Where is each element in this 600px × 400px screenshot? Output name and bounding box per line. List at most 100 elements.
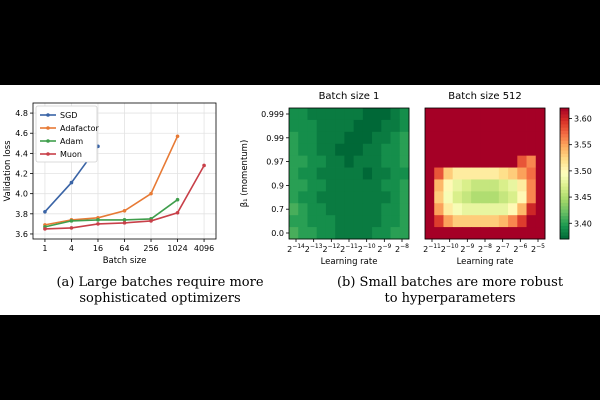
- heatmap-cell: [344, 203, 355, 216]
- heatmap-cell: [526, 143, 537, 157]
- heatmap-cell: [443, 108, 454, 121]
- heatmap-cell: [535, 167, 546, 180]
- heatmap-cell: [362, 167, 373, 180]
- heatmap-cell: [508, 191, 518, 204]
- heatmap-cell: [443, 155, 454, 168]
- legend-label-sgd: SGD: [60, 111, 77, 120]
- series-line-adam: [44, 199, 178, 228]
- colorbar-segment: [560, 117, 569, 122]
- heatmap-cell: [362, 215, 373, 228]
- heatmap-cell: [452, 108, 463, 121]
- heatmap-cell: [517, 143, 527, 157]
- heatmap-cell: [399, 131, 410, 145]
- series-point-muon: [43, 227, 47, 231]
- heatmap-cell: [390, 119, 401, 133]
- heatmap-cell: [372, 215, 382, 228]
- heatmap-cell: [298, 143, 308, 157]
- heatmap-cell: [452, 179, 463, 192]
- heatmap-cell: [325, 167, 336, 180]
- heatmap-cell: [425, 119, 435, 133]
- heatmap-cell: [508, 155, 518, 168]
- heatmap-cell: [298, 227, 308, 240]
- heatmap-cell: [372, 203, 382, 216]
- heatmap-cell: [452, 119, 463, 133]
- colorbar-segment: [560, 137, 569, 142]
- heatmap-cell: [362, 143, 373, 157]
- heatmap-cell: [325, 155, 336, 168]
- heatmap-cell: [399, 143, 410, 157]
- heatmap-cell: [434, 119, 444, 133]
- heatmap-cell: [471, 155, 481, 168]
- colorbar-segment: [560, 180, 569, 184]
- heatmap-cell: [535, 191, 546, 204]
- heatmap-cell: [344, 119, 355, 133]
- heatmap-cell: [325, 227, 336, 240]
- heatmap-cell: [399, 191, 410, 204]
- legend-label-muon: Muon: [60, 150, 82, 159]
- heatmap-cell: [480, 191, 491, 204]
- heatmap-cell: [325, 179, 336, 192]
- heatmap-cell: [353, 155, 364, 168]
- colorbar-segment: [560, 166, 569, 171]
- heatmap-x-tick-label: 2−14: [287, 243, 305, 254]
- colorbar-segment: [560, 212, 569, 217]
- series-point-adafactor: [122, 208, 127, 213]
- heatmap-cell: [471, 119, 481, 133]
- heatmap-cell: [372, 155, 382, 168]
- heatmap-cell: [325, 143, 336, 157]
- heatmap-cell: [498, 215, 509, 228]
- heatmap-cell: [344, 167, 355, 180]
- heatmap-cell: [307, 203, 318, 216]
- heatmap-cell: [316, 179, 327, 192]
- heatmap-cell: [526, 119, 537, 133]
- legend-marker-adafactor: [46, 126, 50, 130]
- y-tick-label: 4.0: [15, 190, 28, 199]
- legend-label-adam: Adam: [60, 137, 83, 146]
- colorbar-segment: [560, 124, 569, 129]
- colorbar-segment: [560, 199, 569, 204]
- colorbar-tick-label: 3.55: [574, 141, 592, 150]
- heatmap-cell: [508, 119, 518, 133]
- heatmap-cell: [390, 131, 401, 145]
- heatmap-cell: [353, 203, 364, 216]
- heatmap-cell: [461, 108, 472, 121]
- heatmap-cell: [289, 179, 299, 192]
- heatmap-cell: [362, 179, 373, 192]
- heatmap-cell: [344, 108, 355, 121]
- heatmap-cell: [498, 119, 509, 133]
- heatmap-cell: [443, 215, 454, 228]
- heatmap-cell: [399, 179, 410, 192]
- heatmap-cell: [471, 179, 481, 192]
- x-tick-label: 4: [69, 244, 74, 253]
- heatmap-cell: [372, 227, 382, 240]
- heatmap-cell: [471, 191, 481, 204]
- series-point-muon: [175, 211, 180, 215]
- heatmap-cell: [471, 215, 481, 228]
- heatmap-cell: [316, 143, 327, 157]
- heatmap-x-tick-label: 2−7: [496, 243, 510, 254]
- heatmap-cell: [535, 155, 546, 168]
- heatmap-cell: [526, 191, 537, 204]
- series-point-adafactor: [175, 134, 180, 139]
- heatmap-cell: [289, 167, 299, 180]
- heatmap-cell: [434, 167, 444, 180]
- heatmap-cell: [498, 191, 509, 204]
- heatmap-cell: [353, 108, 364, 121]
- colorbar-segment: [560, 232, 569, 237]
- heatmap-cell: [443, 179, 454, 192]
- heatmap-cell: [498, 143, 509, 157]
- heatmap-cell: [443, 119, 454, 133]
- heatmap-cell: [316, 227, 327, 240]
- heatmap-y-tick-label: 0.0: [271, 229, 284, 238]
- heatmap-y-tick-label: 0.999: [261, 110, 284, 119]
- series-point-adam: [175, 197, 180, 202]
- heatmap-cell: [289, 108, 299, 121]
- heatmap-cell: [316, 191, 327, 204]
- heatmap-cell: [471, 131, 481, 145]
- heatmap-cell: [425, 131, 435, 145]
- heatmap-cell: [480, 203, 491, 216]
- heatmap-cell: [461, 167, 472, 180]
- heatmap-cell: [443, 203, 454, 216]
- heatmap-cell: [508, 215, 518, 228]
- colorbar-segment: [560, 189, 569, 194]
